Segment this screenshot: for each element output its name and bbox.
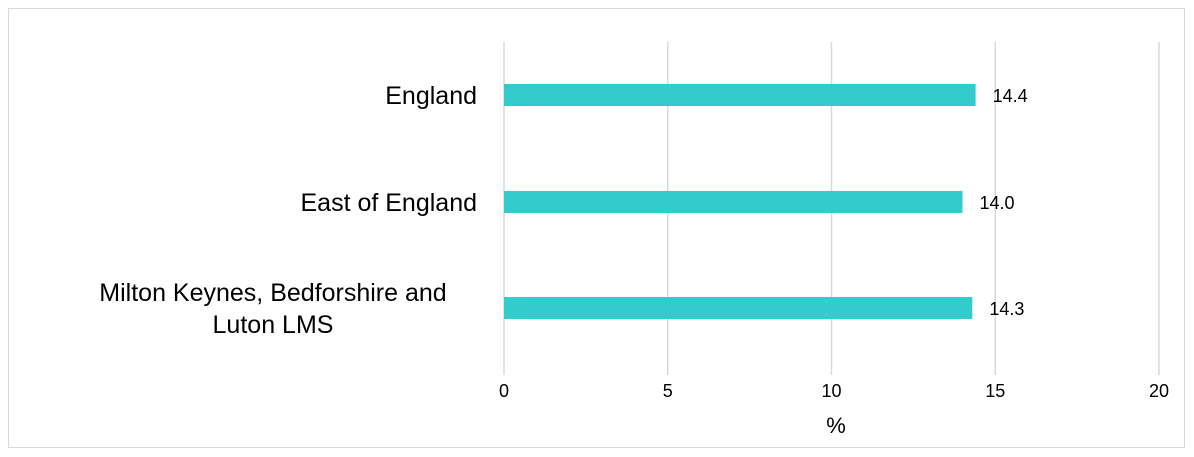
category-label: Milton Keynes, Bedforshire and Luton LMS [99, 279, 446, 339]
bar [504, 84, 976, 106]
chart-frame: 14.4 14.0 14.3 England East of England Milto… [8, 8, 1185, 448]
data-labels: 14.4 14.0 14.3 [980, 86, 1028, 319]
x-tick-label: 0 [499, 381, 509, 401]
bar [504, 297, 973, 319]
x-tick-label: 10 [821, 381, 841, 401]
x-tick-label: 20 [1149, 381, 1169, 401]
x-tick-label: 5 [663, 381, 673, 401]
bars [504, 84, 976, 319]
data-label: 14.4 [993, 86, 1028, 106]
category-label: England [385, 82, 477, 110]
data-label: 14.3 [989, 299, 1024, 319]
bar-chart: 14.4 14.0 14.3 England East of England Milto… [99, 42, 1169, 438]
x-tick-labels: 0 5 10 15 20 [499, 381, 1169, 401]
category-label-line: Luton LMS [213, 311, 334, 339]
category-label-line: Milton Keynes, Bedforshire and [99, 279, 446, 307]
x-tick-label: 15 [985, 381, 1005, 401]
bar [504, 191, 963, 213]
x-axis-title: % [826, 413, 846, 438]
category-labels: England East of England Milton Keynes, Bed… [99, 82, 477, 339]
data-label: 14.0 [980, 193, 1015, 213]
category-label: East of England [300, 189, 477, 217]
